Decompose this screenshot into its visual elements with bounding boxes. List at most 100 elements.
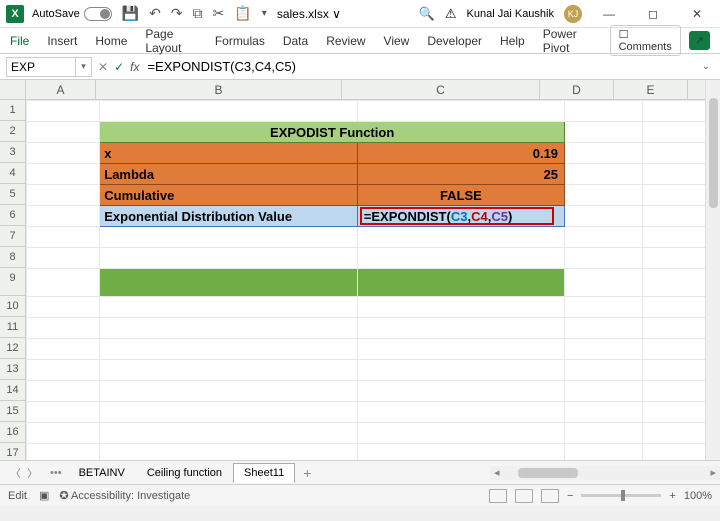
tab-review[interactable]: Review	[326, 34, 365, 48]
cell[interactable]	[565, 185, 642, 206]
cell[interactable]	[27, 318, 100, 339]
tab-developer[interactable]: Developer	[427, 34, 482, 48]
cell[interactable]	[357, 297, 564, 318]
col-header-d[interactable]: D	[540, 80, 614, 99]
cell[interactable]	[565, 297, 642, 318]
row-header[interactable]: 8	[0, 247, 25, 268]
cell[interactable]	[27, 143, 100, 164]
tab-list-icon[interactable]: •••	[50, 467, 62, 479]
view-page-layout-icon[interactable]	[515, 489, 533, 503]
result-label-cell[interactable]: Exponential Distribution Value	[100, 206, 358, 227]
cell[interactable]	[565, 227, 642, 248]
tab-data[interactable]: Data	[283, 34, 308, 48]
cell[interactable]	[565, 360, 642, 381]
close-button[interactable]: ✕	[680, 7, 714, 21]
tab-view[interactable]: View	[384, 34, 410, 48]
tab-nav-right-icon[interactable]: 〉	[27, 465, 38, 481]
row-header[interactable]: 6	[0, 205, 25, 226]
cell[interactable]	[357, 423, 564, 444]
cancel-formula-icon[interactable]: ✕	[98, 60, 108, 74]
row-header[interactable]: 1	[0, 100, 25, 121]
col-header-b[interactable]: B	[96, 80, 342, 99]
col-header-c[interactable]: C	[342, 80, 540, 99]
row-header[interactable]: 7	[0, 226, 25, 247]
accessibility-status[interactable]: ✪ Accessibility: Investigate	[59, 489, 190, 502]
tab-power-pivot[interactable]: Power Pivot	[543, 27, 592, 55]
view-normal-icon[interactable]	[489, 489, 507, 503]
cell[interactable]	[357, 248, 564, 269]
row-header[interactable]: 17	[0, 443, 25, 460]
row-header[interactable]: 10	[0, 296, 25, 317]
vertical-scrollbar[interactable]	[705, 80, 720, 460]
scroll-left-icon[interactable]: ◂	[494, 466, 500, 479]
zoom-slider[interactable]	[581, 494, 661, 497]
cell[interactable]	[27, 339, 100, 360]
scroll-right-icon[interactable]: ▸	[710, 466, 716, 479]
cell[interactable]	[100, 381, 358, 402]
tab-insert[interactable]: Insert	[47, 34, 77, 48]
save-icon[interactable]: 💾	[122, 5, 139, 22]
macro-icon[interactable]: ▣	[39, 489, 49, 502]
expand-formula-bar-icon[interactable]: ⌄	[702, 61, 710, 72]
cell[interactable]	[27, 248, 100, 269]
cell[interactable]	[357, 381, 564, 402]
scrollbar-thumb[interactable]	[518, 468, 578, 478]
minimize-button[interactable]: —	[592, 7, 626, 21]
sheet-tab[interactable]: Ceiling function	[136, 463, 233, 483]
cell[interactable]	[565, 164, 642, 185]
green-block-cell[interactable]	[357, 269, 564, 297]
tab-home[interactable]: Home	[95, 34, 127, 48]
cell[interactable]	[27, 101, 100, 122]
cell[interactable]	[565, 269, 642, 297]
row-header[interactable]: 3	[0, 142, 25, 163]
cell[interactable]	[357, 339, 564, 360]
row-header[interactable]: 9	[0, 268, 25, 296]
row-header[interactable]: 5	[0, 184, 25, 205]
cell[interactable]	[565, 248, 642, 269]
cell[interactable]	[100, 248, 358, 269]
undo-icon[interactable]: ↶	[149, 5, 161, 22]
qat-dropdown-icon[interactable]: ▾	[262, 8, 267, 19]
autosave-toggle[interactable]	[84, 7, 112, 21]
cell[interactable]	[565, 339, 642, 360]
user-avatar[interactable]: KJ	[564, 5, 582, 23]
row-header[interactable]: 13	[0, 359, 25, 380]
cell[interactable]	[100, 360, 358, 381]
filename[interactable]: sales.xlsx ∨	[277, 7, 341, 21]
enter-formula-icon[interactable]: ✓	[114, 60, 124, 74]
share-button[interactable]: ↗	[689, 31, 710, 50]
active-formula-cell[interactable]: =EXPONDIST(C3,C4,C5)	[357, 206, 564, 227]
scrollbar-thumb[interactable]	[709, 98, 718, 208]
row-header[interactable]: 12	[0, 338, 25, 359]
cell[interactable]	[27, 185, 100, 206]
value-cell[interactable]: 25	[357, 164, 564, 185]
zoom-out-icon[interactable]: −	[567, 490, 573, 502]
cell[interactable]	[100, 444, 358, 461]
cut-icon[interactable]: ✂	[213, 5, 225, 22]
horizontal-scrollbar[interactable]: ◂ ▸	[490, 466, 720, 480]
row-header[interactable]: 16	[0, 422, 25, 443]
cell[interactable]	[357, 360, 564, 381]
cell[interactable]	[27, 360, 100, 381]
row-header[interactable]: 2	[0, 121, 25, 142]
tab-help[interactable]: Help	[500, 34, 525, 48]
zoom-in-icon[interactable]: +	[669, 490, 675, 502]
cell[interactable]	[357, 402, 564, 423]
view-page-break-icon[interactable]	[541, 489, 559, 503]
warning-icon[interactable]: ⚠	[445, 6, 457, 22]
cell[interactable]	[100, 318, 358, 339]
cell[interactable]	[100, 227, 358, 248]
green-block-cell[interactable]	[100, 269, 358, 297]
cell[interactable]	[565, 318, 642, 339]
sheet-tab-active[interactable]: Sheet11	[233, 463, 295, 483]
col-header-e[interactable]: E	[614, 80, 688, 99]
fx-icon[interactable]: fx	[130, 60, 139, 74]
col-header-a[interactable]: A	[26, 80, 96, 99]
cell[interactable]	[357, 318, 564, 339]
label-cell[interactable]: x	[100, 143, 358, 164]
cell[interactable]	[565, 444, 642, 461]
name-box-dropdown[interactable]: ▾	[76, 57, 92, 77]
cell[interactable]	[565, 101, 642, 122]
label-cell[interactable]: Lambda	[100, 164, 358, 185]
cell[interactable]	[27, 227, 100, 248]
